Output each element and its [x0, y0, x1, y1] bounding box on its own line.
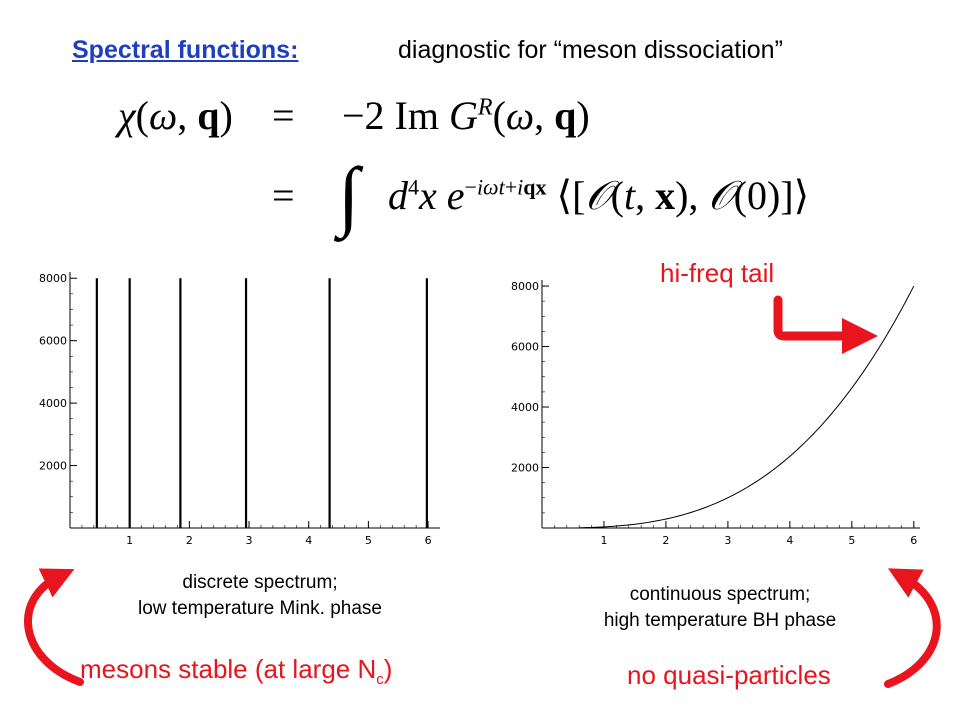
left-x-tick-label: 3	[246, 534, 253, 547]
left-y-tick-label: 2000	[39, 460, 67, 473]
right-x-tick-label: 2	[662, 534, 669, 547]
right-y-tick-label: 4000	[511, 401, 539, 414]
right-y-tick-label: 8000	[511, 280, 539, 293]
left-caption: discrete spectrum; low temperature Mink.…	[60, 570, 460, 622]
right-y-tick-label: 6000	[511, 341, 539, 354]
mesons-stable-label: mesons stable (at large Nc)	[80, 654, 393, 689]
left-y-tick-label: 6000	[39, 335, 67, 348]
right-caption-line2: high temperature BH phase	[603, 610, 837, 631]
right-x-tick-label: 4	[786, 534, 793, 547]
equation-equals-1: =	[272, 93, 295, 138]
right-caption-line1: continuous spectrum;	[629, 584, 811, 605]
equation-line2-rhs: d4x e−iωt+iqx ⟨[𝒪(t, x), 𝒪(0)]⟩	[388, 173, 810, 218]
integral-sign: ∫	[338, 151, 360, 238]
equation-line1-rhs: −2 Im GR(ω, q)	[342, 93, 590, 138]
right-curved-arrow	[884, 568, 941, 688]
left-caption-line1: discrete spectrum;	[182, 572, 338, 593]
right-caption: continuous spectrum; high temperature BH…	[520, 582, 920, 634]
no-quasi-particles-label: no quasi-particles	[627, 660, 831, 690]
right-x-tick-label: 3	[724, 534, 731, 547]
hi-freq-arrow	[773, 295, 878, 354]
left-chart: 1 2 3 4 5 6 2000 4000 6000 8000	[39, 272, 440, 547]
left-x-tick-label: 6	[425, 534, 432, 547]
right-spectral-curve	[579, 285, 915, 529]
left-y-tick-label: 8000	[39, 272, 67, 285]
equation-equals-2: =	[272, 173, 295, 218]
left-x-tick-label: 1	[126, 534, 133, 547]
right-x-tick-label: 1	[600, 534, 607, 547]
title-text: diagnostic for “meson dissociation”	[398, 36, 783, 64]
title-link[interactable]: Spectral functions:	[72, 36, 299, 64]
right-y-tick-label: 2000	[511, 462, 539, 475]
right-x-tick-label: 5	[848, 534, 855, 547]
left-y-tick-label: 4000	[39, 397, 67, 410]
hi-freq-label: hi-freq tail	[660, 258, 775, 288]
left-x-tick-label: 5	[365, 534, 372, 547]
right-x-tick-label: 6	[910, 534, 917, 547]
left-x-tick-label: 2	[186, 534, 193, 547]
left-curved-arrow	[24, 568, 84, 686]
right-chart: 1 2 3 4 5 6 2000 4000 6000 8000	[511, 280, 920, 547]
left-x-tick-label: 4	[305, 534, 312, 547]
left-caption-line2: low temperature Mink. phase	[138, 598, 382, 619]
equation-line1-lhs: χ(ω, q)	[118, 93, 233, 138]
